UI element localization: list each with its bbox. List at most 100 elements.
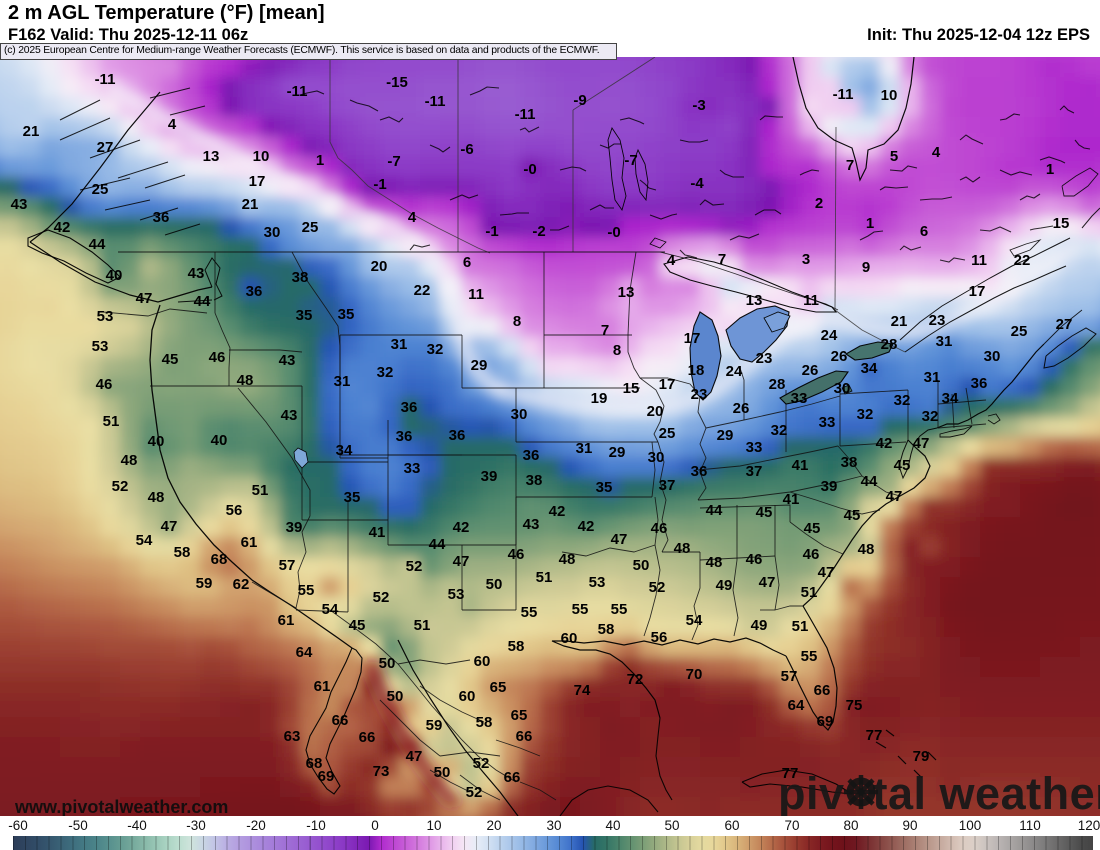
svg-text:52: 52 [406,558,423,575]
svg-text:17: 17 [659,376,676,393]
svg-text:46: 46 [96,376,113,393]
svg-text:29: 29 [471,357,488,374]
svg-text:36: 36 [246,283,263,300]
svg-text:50: 50 [379,655,396,672]
svg-text:-11: -11 [425,93,446,110]
svg-text:37: 37 [746,463,763,480]
svg-text:-11: -11 [833,86,854,103]
svg-text:-7: -7 [387,153,400,170]
svg-text:32: 32 [922,408,939,425]
svg-text:23: 23 [756,350,773,367]
svg-text:48: 48 [237,372,254,389]
svg-text:39: 39 [481,468,498,485]
svg-text:30: 30 [511,406,528,423]
svg-text:53: 53 [92,338,109,355]
svg-text:36: 36 [401,399,418,416]
svg-text:66: 66 [359,729,376,746]
svg-text:25: 25 [92,181,109,198]
svg-text:51: 51 [792,618,809,635]
svg-text:52: 52 [473,755,490,772]
svg-text:55: 55 [572,601,589,618]
svg-text:20: 20 [371,258,388,275]
svg-text:-6: -6 [460,141,473,158]
svg-text:34: 34 [336,442,353,459]
svg-text:50: 50 [486,576,503,593]
svg-text:64: 64 [296,644,313,661]
svg-text:-0: -0 [607,224,620,241]
svg-text:13: 13 [618,284,635,301]
svg-text:3: 3 [802,251,810,268]
svg-text:53: 53 [448,586,465,603]
svg-text:1: 1 [1046,161,1054,178]
svg-text:38: 38 [526,472,543,489]
svg-text:22: 22 [1014,252,1031,269]
svg-text:45: 45 [894,457,911,474]
svg-text:31: 31 [576,440,593,457]
svg-text:35: 35 [596,479,613,496]
svg-text:6: 6 [920,223,928,240]
svg-text:52: 52 [112,478,129,495]
svg-text:7: 7 [718,251,726,268]
svg-text:-11: -11 [95,71,116,88]
svg-text:41: 41 [792,457,809,474]
svg-text:43: 43 [523,516,540,533]
svg-text:47: 47 [406,748,423,765]
svg-text:52: 52 [649,579,666,596]
svg-text:66: 66 [516,728,533,745]
svg-text:74: 74 [574,682,591,699]
svg-text:45: 45 [756,504,773,521]
svg-text:54: 54 [322,601,339,618]
svg-text:-4: -4 [690,175,704,192]
svg-text:65: 65 [511,707,528,724]
svg-text:64: 64 [788,697,805,714]
svg-text:58: 58 [598,621,615,638]
svg-text:31: 31 [391,336,408,353]
svg-text:-1: -1 [373,176,386,193]
svg-text:47: 47 [759,574,776,591]
svg-text:66: 66 [504,769,521,786]
svg-text:53: 53 [589,574,606,591]
svg-text:17: 17 [249,173,266,190]
svg-text:48: 48 [674,540,691,557]
svg-text:41: 41 [783,491,800,508]
svg-text:33: 33 [404,460,421,477]
svg-text:44: 44 [706,502,723,519]
svg-text:68: 68 [306,755,323,772]
svg-text:44: 44 [89,236,106,253]
svg-text:69: 69 [318,768,335,785]
svg-text:59: 59 [426,717,443,734]
svg-text:48: 48 [858,541,875,558]
svg-text:47: 47 [453,553,470,570]
svg-text:37: 37 [659,477,676,494]
svg-text:46: 46 [508,546,525,563]
svg-text:73: 73 [373,763,390,780]
svg-text:21: 21 [242,196,259,213]
svg-text:13: 13 [746,292,763,309]
svg-text:36: 36 [971,375,988,392]
svg-text:13: 13 [203,148,220,165]
svg-text:45: 45 [349,617,366,634]
svg-text:www.pivotalweather.com: www.pivotalweather.com [14,797,228,816]
svg-text:57: 57 [781,668,798,685]
svg-text:48: 48 [121,452,138,469]
svg-text:51: 51 [414,617,431,634]
svg-text:pivotal weather: pivotal weather [778,768,1100,816]
svg-text:58: 58 [174,544,191,561]
svg-text:44: 44 [429,536,446,553]
svg-text:51: 51 [801,584,818,601]
svg-text:-3: -3 [692,97,705,114]
svg-text:77: 77 [866,727,883,744]
svg-text:35: 35 [344,489,361,506]
svg-text:28: 28 [881,336,898,353]
svg-text:59: 59 [196,575,213,592]
svg-text:55: 55 [521,604,538,621]
svg-text:47: 47 [136,290,153,307]
svg-text:68: 68 [211,551,228,568]
svg-text:46: 46 [209,349,226,366]
svg-text:49: 49 [751,617,768,634]
svg-text:17: 17 [684,330,701,347]
svg-text:21: 21 [891,313,908,330]
svg-text:4: 4 [408,209,417,226]
svg-text:36: 36 [153,209,170,226]
svg-text:55: 55 [298,582,315,599]
